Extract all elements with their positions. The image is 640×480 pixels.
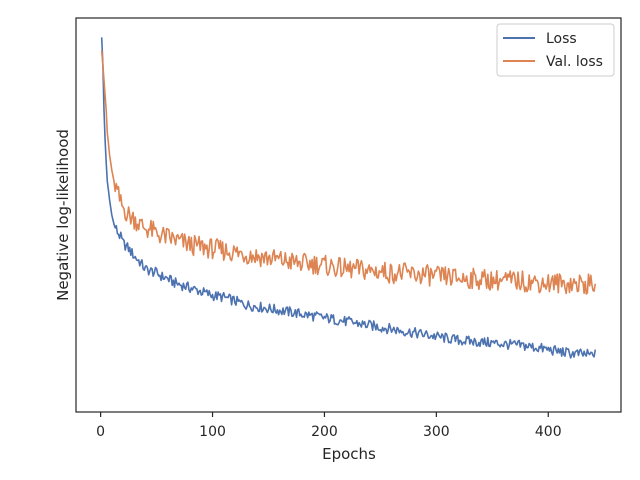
plot-frame (75, 17, 622, 413)
legend-label-loss: Loss (546, 31, 577, 47)
y-axis-label: Negative log-likelihood (54, 129, 72, 301)
plot-background (76, 18, 621, 412)
plot-area (75, 17, 622, 413)
x-axis-label: Epochs (322, 445, 376, 463)
x-tick-label: 100 (199, 424, 226, 440)
series-layer (100, 37, 597, 359)
x-axis-ticks: 0 100 200 300 400 (96, 412, 562, 440)
x-tick-label: 0 (96, 424, 105, 440)
x-tick-label: 300 (423, 424, 450, 440)
series-line-val-loss (100, 50, 597, 295)
legend-label-val-loss: Val. loss (546, 54, 603, 70)
series-line-loss (100, 37, 597, 359)
x-tick-label: 400 (535, 424, 562, 440)
x-tick-label: 200 (311, 424, 338, 440)
legend: Loss Val. loss (496, 23, 615, 77)
